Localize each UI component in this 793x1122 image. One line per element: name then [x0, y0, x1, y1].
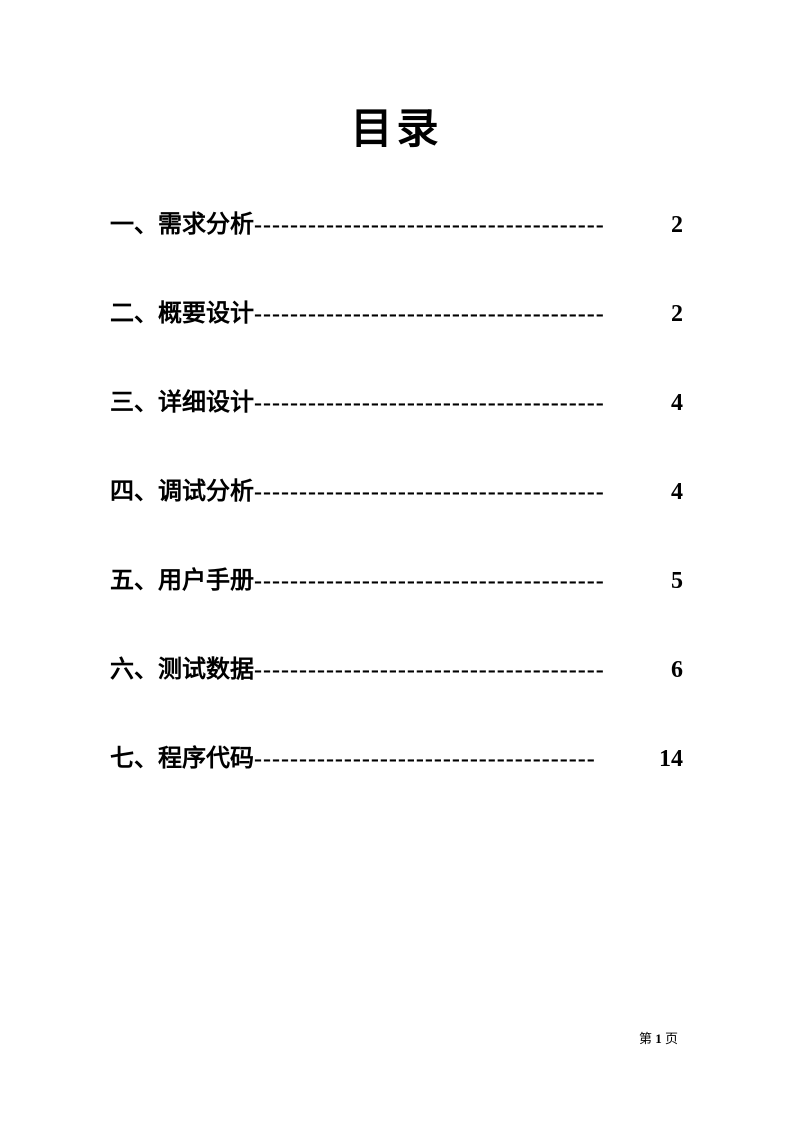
toc-entry: 七、程序代码 ---------------------------------… [110, 738, 683, 773]
toc-entry-leader: --------------------------------------- [254, 301, 671, 328]
toc-entry: 二、概要设计 ---------------------------------… [110, 293, 683, 328]
toc-entry-leader: --------------------------------------- [254, 479, 671, 506]
footer-suffix: 页 [662, 1031, 678, 1046]
toc-title: 目录 [110, 95, 683, 156]
toc-container: 目录 一、需求分析 ------------------------------… [0, 0, 793, 773]
toc-entry: 三、详细设计 ---------------------------------… [110, 382, 683, 417]
toc-entry-leader: -------------------------------------- [254, 746, 659, 773]
toc-entry-label: 四、调试分析 [110, 471, 254, 506]
toc-entry-page: 4 [671, 390, 683, 417]
toc-entry-label: 二、概要设计 [110, 293, 254, 328]
footer-prefix: 第 [639, 1031, 655, 1046]
toc-entry-page: 2 [671, 301, 683, 328]
toc-entry-page: 2 [671, 212, 683, 239]
toc-entry-leader: --------------------------------------- [254, 568, 671, 595]
toc-entry-leader: --------------------------------------- [254, 212, 671, 239]
page-footer: 第 1 页 [639, 1028, 678, 1047]
toc-entry-page: 5 [671, 568, 683, 595]
toc-entry-label: 七、程序代码 [110, 738, 254, 773]
toc-entry-label: 五、用户手册 [110, 560, 254, 595]
toc-entry: 四、调试分析 ---------------------------------… [110, 471, 683, 506]
toc-entry: 五、用户手册 ---------------------------------… [110, 560, 683, 595]
toc-entry-leader: --------------------------------------- [254, 657, 671, 684]
toc-entry: 六、测试数据 ---------------------------------… [110, 649, 683, 684]
toc-entry-label: 一、需求分析 [110, 204, 254, 239]
toc-entry-page: 14 [659, 746, 683, 773]
toc-entry-page: 6 [671, 657, 683, 684]
toc-entry-page: 4 [671, 479, 683, 506]
toc-entry-leader: --------------------------------------- [254, 390, 671, 417]
toc-entry-label: 六、测试数据 [110, 649, 254, 684]
toc-entry-label: 三、详细设计 [110, 382, 254, 417]
toc-entry: 一、需求分析 ---------------------------------… [110, 204, 683, 239]
